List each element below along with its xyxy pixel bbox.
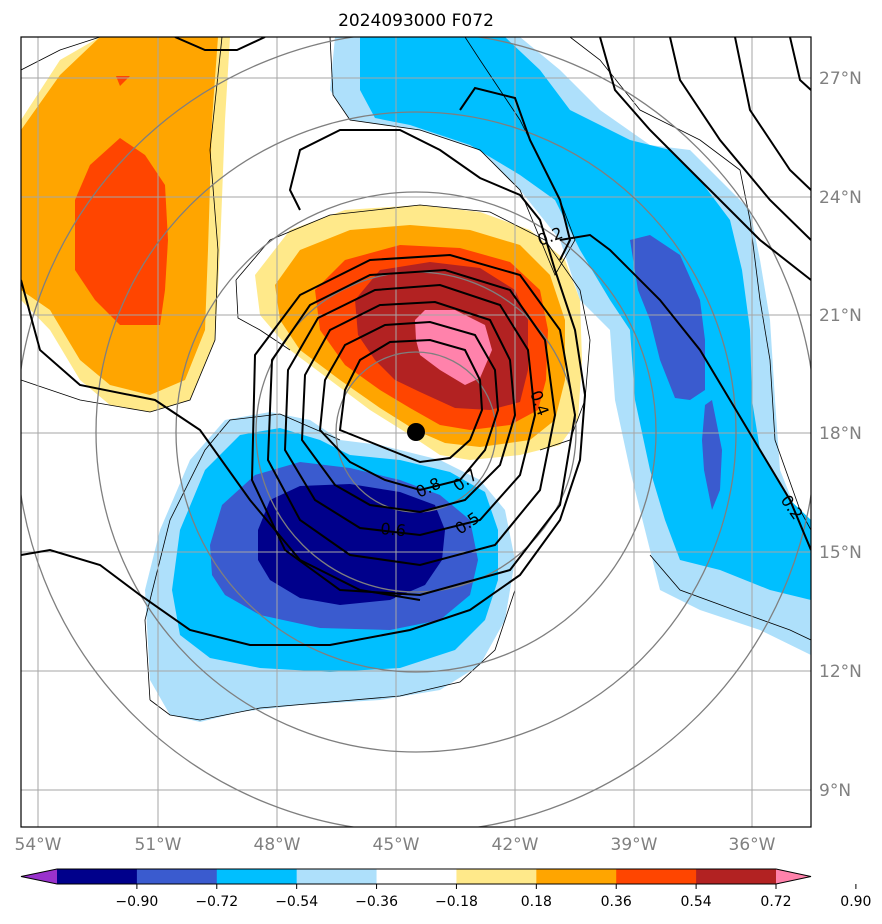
colorbar-tick-label: 0.54 [681,894,712,910]
lat-label: 27°N [819,69,862,89]
colorbar-segment [536,869,617,884]
colorbar-tick-label: −0.36 [355,894,398,910]
lat-label: 15°N [819,543,862,563]
storm-center-marker [407,423,425,441]
colorbar-tick-label: 0.90 [840,894,871,910]
map-title: 2024093000 F072 [338,11,494,31]
lat-label: 24°N [819,188,862,208]
colorbar-outline [20,868,812,885]
colorbar-extend-max [776,869,811,884]
colorbar-segment [57,869,138,884]
colorbar-segment [696,869,777,884]
colorbar-extend-min [21,869,57,884]
colorbar-tick-label: −0.54 [275,894,318,910]
colorbar-segment [376,869,457,884]
colorbar-tick-label: −0.18 [435,894,478,910]
latitude-labels: 27°N 24°N 21°N 18°N 15°N 12°N 9°N [819,69,862,801]
colorbar-segment [296,869,378,884]
cool-anomaly-northeast [330,37,811,655]
longitude-labels: 54°W 51°W 48°W 45°W 42°W 39°W 36°W [15,835,776,855]
lon-label: 36°W [729,835,776,855]
lat-label: 18°N [819,424,862,444]
lon-label: 39°W [611,835,658,855]
lon-label: 54°W [15,835,62,855]
lon-label: 51°W [135,835,182,855]
range-rings [21,37,811,827]
colorbar-tick-label: 0.72 [760,894,791,910]
colorbar-tick-label: 0.36 [601,894,632,910]
colorbar-segment [616,869,697,884]
lon-label: 45°W [373,835,420,855]
colorbar: −0.90 −0.72 −0.54 −0.36 −0.18 0.18 0.36 0.54 0.7… [20,868,871,910]
colorbar-segment [456,869,537,884]
bold-contours [21,37,811,646]
map-panel: 0.2 0.4 0.7 0.8 0.5 0.6 0.2 [21,37,811,827]
lon-label: 42°W [492,835,539,855]
colorbar-tick-label: 0.18 [521,894,552,910]
colorbar-tick-label: −0.90 [115,894,158,910]
colorbar-tick-label: −0.72 [195,894,238,910]
lat-label: 9°N [819,781,851,801]
contour-label: 0.6 [380,519,407,540]
lat-label: 12°N [819,662,862,682]
warm-anomaly-northwest [21,37,230,412]
lat-label: 21°N [819,306,862,326]
map-frame [20,36,812,828]
colorbar-segment [216,869,298,884]
lon-label: 48°W [254,835,301,855]
colorbar-segment [136,869,218,884]
